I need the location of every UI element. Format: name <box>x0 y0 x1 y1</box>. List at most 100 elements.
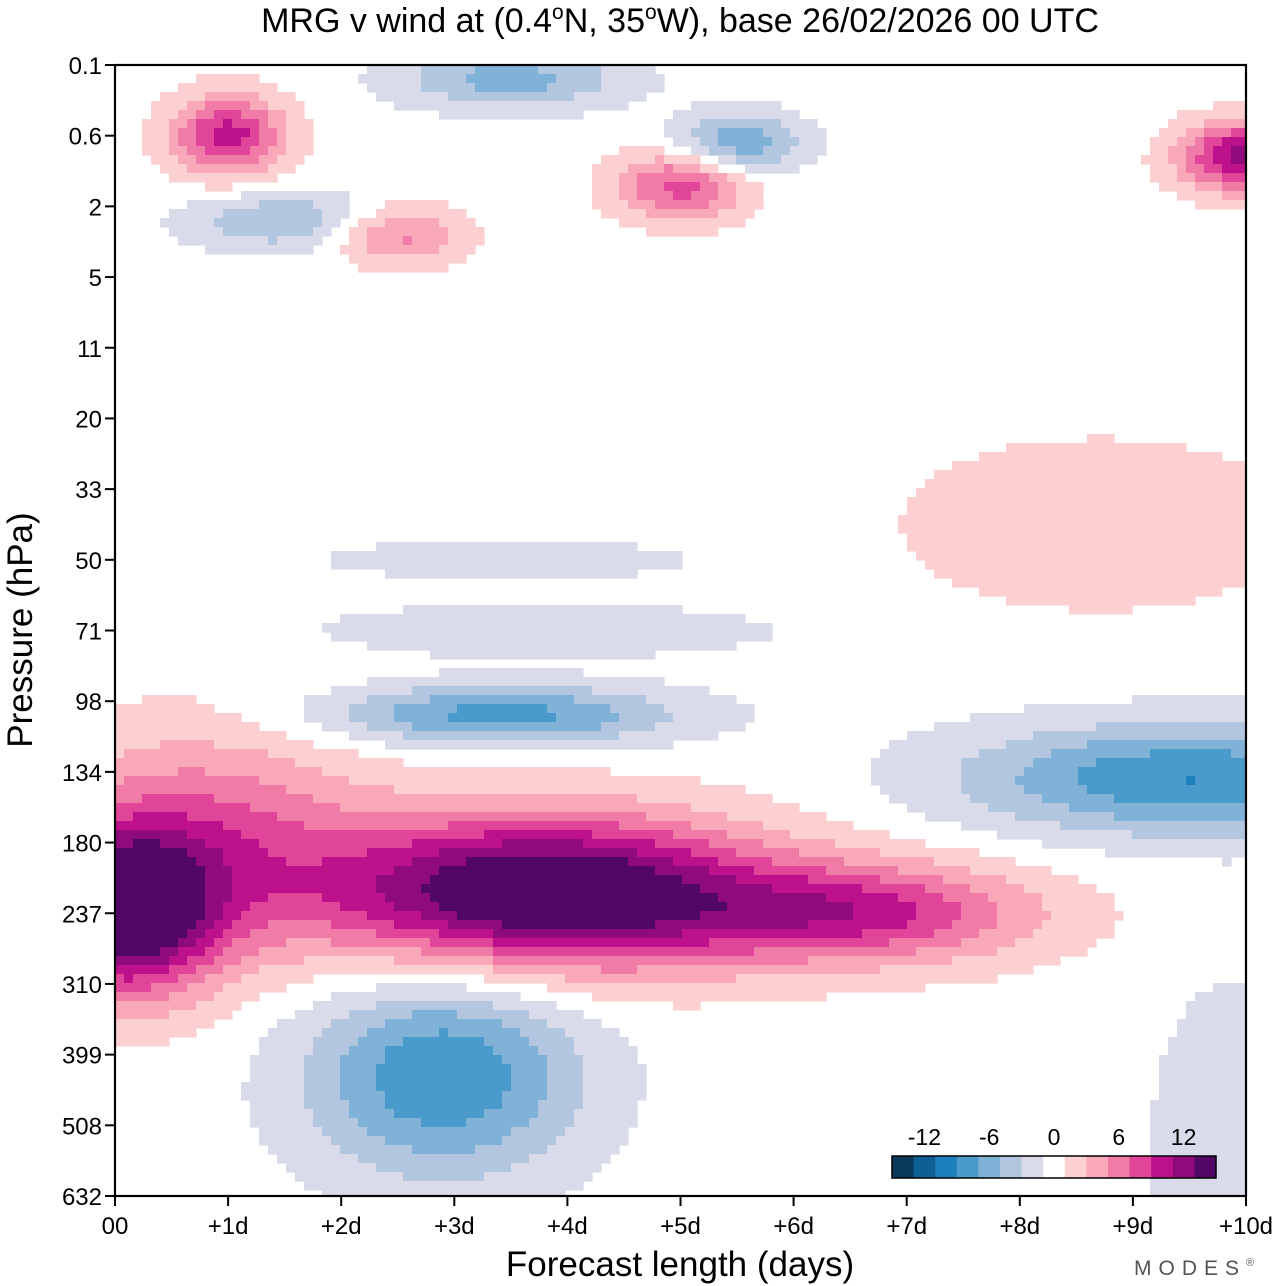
contour-cell <box>151 866 161 876</box>
contour-cell <box>358 911 368 921</box>
contour-cell <box>367 965 377 975</box>
contour-cell <box>250 839 260 849</box>
contour-cell <box>295 1010 305 1020</box>
contour-cell <box>583 1082 593 1092</box>
contour-cell <box>313 848 323 858</box>
contour-cell <box>295 191 305 201</box>
contour-cell <box>637 1091 647 1101</box>
contour-cell <box>556 857 566 867</box>
contour-cell <box>619 974 629 984</box>
contour-cell <box>916 866 926 876</box>
contour-cell <box>628 83 638 93</box>
contour-cell <box>790 965 800 975</box>
contour-cell <box>133 704 143 714</box>
contour-cell <box>304 965 314 975</box>
contour-cell <box>457 722 467 732</box>
contour-cell <box>358 812 368 822</box>
contour-cell <box>349 821 359 831</box>
contour-cell <box>403 245 413 255</box>
contour-cell <box>565 839 575 849</box>
contour-cell <box>925 794 935 804</box>
contour-cell <box>178 830 188 840</box>
contour-cell <box>160 794 170 804</box>
contour-cell <box>547 794 557 804</box>
contour-field <box>115 65 1247 1197</box>
contour-cell <box>619 677 629 687</box>
contour-cell <box>304 1163 314 1173</box>
contour-cell <box>286 1154 296 1164</box>
contour-cell <box>556 65 566 75</box>
contour-cell <box>466 848 476 858</box>
contour-cell <box>547 839 557 849</box>
contour-cell <box>241 173 251 183</box>
contour-cell <box>808 857 818 867</box>
contour-cell <box>556 929 566 939</box>
contour-cell <box>619 839 629 849</box>
contour-cell <box>592 893 602 903</box>
contour-cell <box>358 1181 368 1191</box>
contour-cell <box>142 902 152 912</box>
contour-cell <box>619 983 629 993</box>
contour-cell <box>916 902 926 912</box>
contour-cell <box>223 236 233 246</box>
contour-cell <box>151 875 161 885</box>
contour-cell <box>385 938 395 948</box>
contour-cell <box>628 731 638 741</box>
contour-cell <box>673 857 683 867</box>
contour-cell <box>169 146 179 156</box>
contour-cell <box>898 740 908 750</box>
contour-cell <box>898 857 908 867</box>
contour-cell <box>205 92 215 102</box>
contour-cell <box>250 1109 260 1119</box>
contour-cell <box>466 857 476 867</box>
contour-cell <box>439 1145 449 1155</box>
contour-cell <box>718 812 728 822</box>
contour-cell <box>475 110 485 120</box>
contour-cell <box>403 695 413 705</box>
contour-cell <box>502 785 512 795</box>
contour-cell <box>709 146 719 156</box>
contour-cell <box>349 1109 359 1119</box>
contour-cell <box>538 1190 548 1197</box>
contour-cell <box>169 101 179 111</box>
contour-cell <box>457 740 467 750</box>
contour-cell <box>538 605 548 615</box>
contour-cell <box>943 506 953 516</box>
contour-cell <box>655 785 665 795</box>
contour-cell <box>682 182 692 192</box>
contour-cell <box>430 1181 440 1191</box>
contour-cell <box>187 110 197 120</box>
contour-cell <box>655 173 665 183</box>
contour-cell <box>475 227 485 237</box>
contour-cell <box>196 137 206 147</box>
contour-cell <box>646 731 656 741</box>
contour-cell <box>700 821 710 831</box>
contour-cell <box>187 137 197 147</box>
contour-cell <box>646 614 656 624</box>
contour-cell <box>232 893 242 903</box>
contour-cell <box>565 65 575 75</box>
contour-cell <box>493 839 503 849</box>
contour-cell <box>943 938 953 948</box>
contour-cell <box>187 1019 197 1029</box>
contour-cell <box>511 911 521 921</box>
contour-cell <box>538 767 548 777</box>
contour-cell <box>556 1163 566 1173</box>
contour-cell <box>475 1019 485 1029</box>
contour-cell <box>169 839 179 849</box>
contour-cell <box>304 875 314 885</box>
contour-cell <box>565 1136 575 1146</box>
contour-cell <box>349 776 359 786</box>
contour-cell <box>547 857 557 867</box>
contour-cell <box>718 911 728 921</box>
contour-cell <box>466 839 476 849</box>
contour-cell <box>853 902 863 912</box>
contour-cell <box>376 848 386 858</box>
contour-cell <box>529 785 539 795</box>
contour-cell <box>610 947 620 957</box>
contour-cell <box>610 839 620 849</box>
contour-cell <box>394 1109 404 1119</box>
contour-cell <box>763 101 773 111</box>
contour-cell <box>520 83 530 93</box>
contour-cell <box>565 1100 575 1110</box>
